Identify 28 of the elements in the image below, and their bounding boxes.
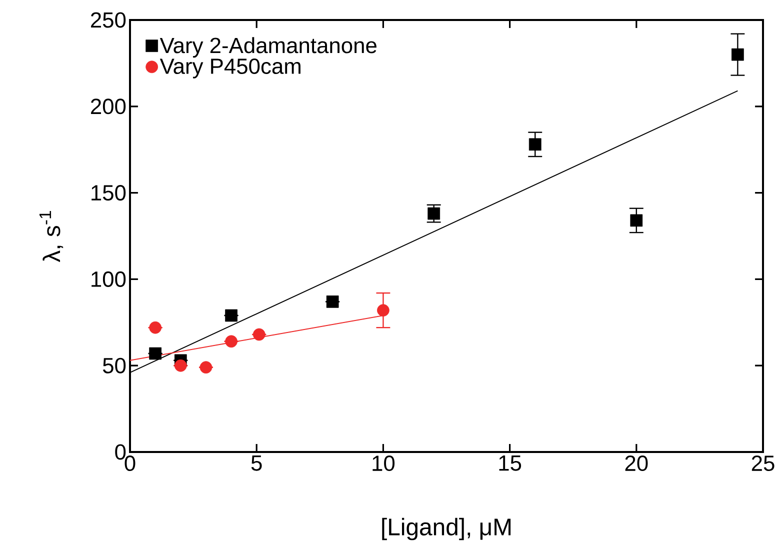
point bbox=[149, 321, 162, 334]
y-tick-label: 150 bbox=[92, 185, 126, 201]
point bbox=[428, 207, 440, 220]
x-axis-title: [Ligand], μM bbox=[382, 518, 511, 540]
x-tick-label: 25 bbox=[752, 456, 774, 472]
point bbox=[200, 361, 212, 374]
x-tick-label: 5 bbox=[251, 456, 262, 471]
point bbox=[377, 304, 390, 316]
x-tick-label: 10 bbox=[372, 456, 395, 472]
y-tick-label: 100 bbox=[92, 271, 126, 287]
x-tick-label: 15 bbox=[499, 456, 522, 471]
point bbox=[225, 335, 238, 348]
point bbox=[630, 214, 643, 227]
point bbox=[528, 138, 542, 151]
y-axis-title: λ, s$^{-1}$ bbox=[40, 211, 64, 262]
y-tick-label: 50 bbox=[102, 358, 126, 374]
point bbox=[252, 328, 266, 341]
y-tick-label: 250 bbox=[91, 12, 126, 28]
legend-label: Vary 2-Adamantanone bbox=[160, 37, 376, 58]
point bbox=[326, 295, 339, 308]
legend-label: Vary P450cam bbox=[160, 58, 300, 78]
point bbox=[732, 48, 744, 61]
point bbox=[149, 347, 162, 360]
y-tick-label: 200 bbox=[91, 98, 126, 114]
x-tick-label: 20 bbox=[625, 456, 648, 472]
point bbox=[174, 359, 187, 372]
y-tick-label: 0 bbox=[115, 444, 126, 460]
point bbox=[225, 309, 238, 322]
